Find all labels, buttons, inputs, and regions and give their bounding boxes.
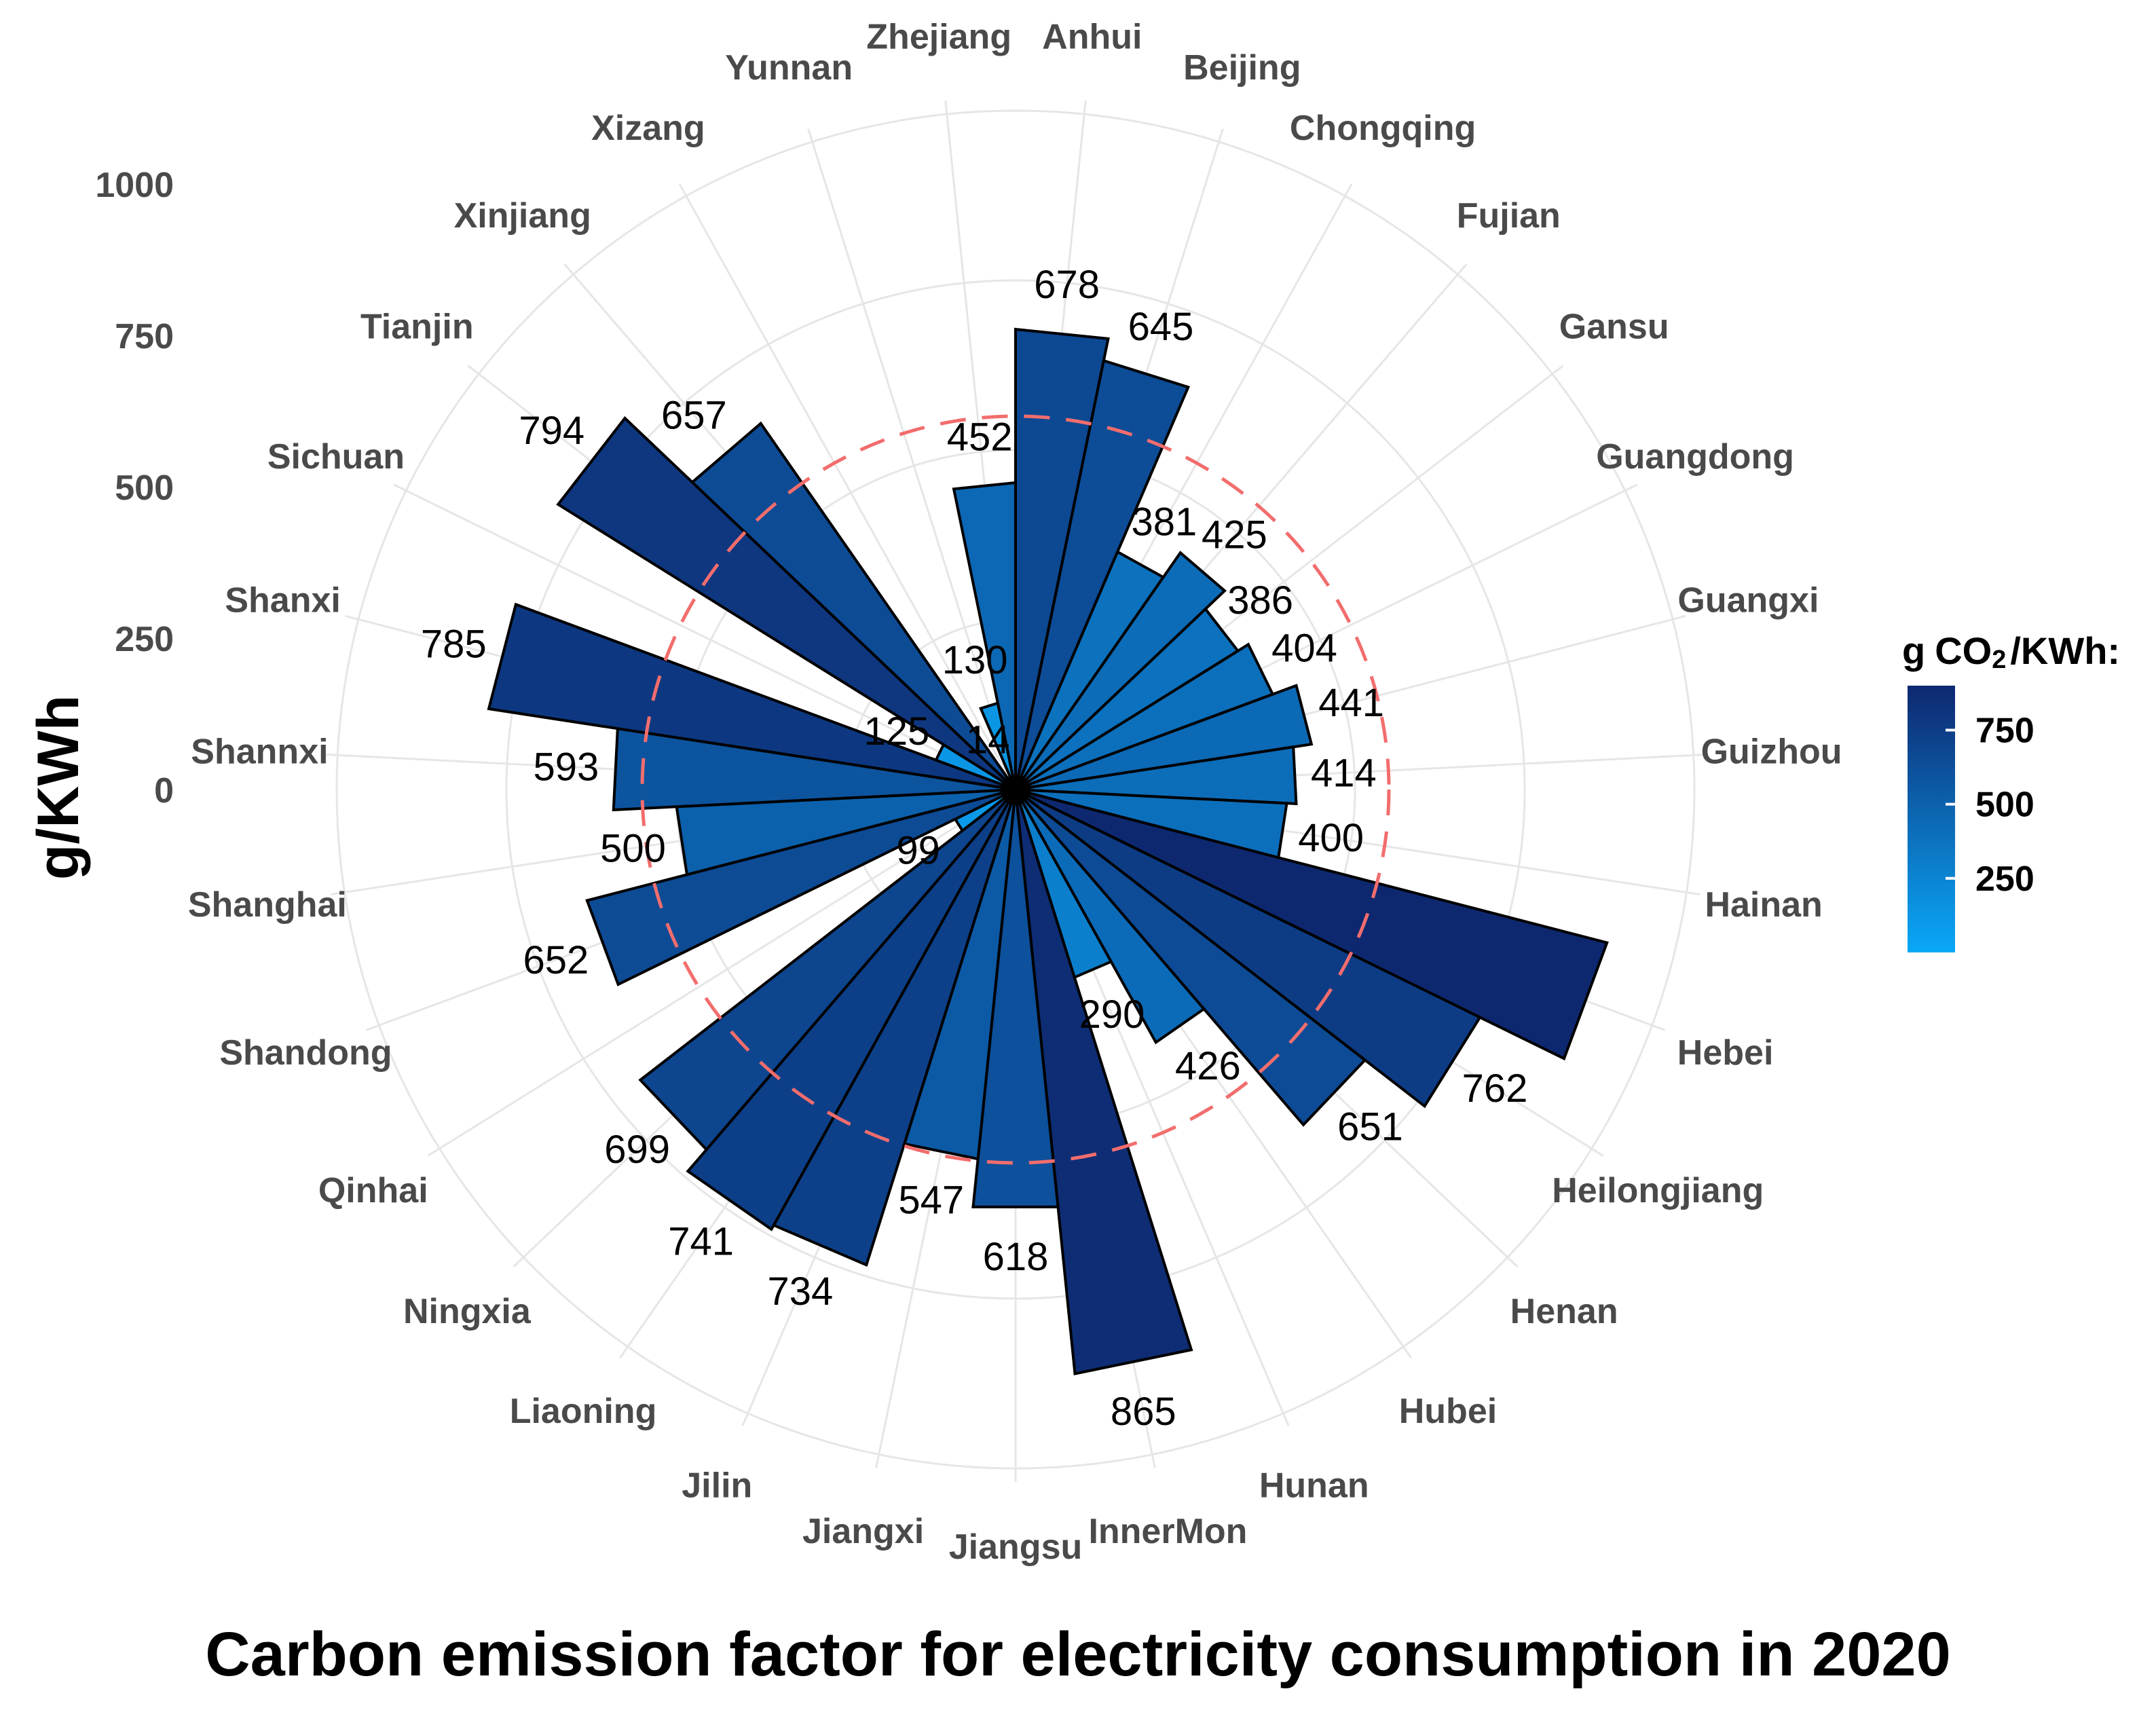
legend-tick-label: 250 — [1975, 859, 2034, 899]
category-label-guizhou: Guizhou — [1701, 732, 1842, 772]
category-label-fujian: Fujian — [1457, 196, 1561, 236]
legend-title-suffix: /KWh: — [2010, 629, 2120, 672]
color-legend: g CO2/KWh: 750 500 250 — [1902, 629, 2120, 952]
y-axis-title: g/KWh — [26, 695, 91, 880]
value-label-guizhou: 414 — [1311, 751, 1377, 795]
category-label-yunnan: Yunnan — [725, 48, 853, 88]
value-label-qinhai: 99 — [896, 828, 940, 872]
value-label-beijing: 645 — [1128, 305, 1194, 349]
category-label-beijing: Beijing — [1183, 48, 1301, 88]
tick-label-500: 500 — [115, 468, 174, 508]
value-label-shannxi: 593 — [533, 745, 599, 789]
legend-ticks: 750 500 250 — [1946, 711, 2034, 899]
category-label-xinjiang: Xinjiang — [454, 196, 591, 236]
category-label-gansu: Gansu — [1559, 308, 1669, 347]
value-label-liaoning: 741 — [668, 1220, 734, 1264]
bar-xinjiang — [690, 421, 1017, 791]
category-label-qinhai: Qinhai — [318, 1171, 428, 1210]
bar-ningxia — [638, 788, 1017, 1152]
value-label-anhui: 678 — [1034, 263, 1100, 307]
category-label-shannxi: Shannxi — [191, 732, 328, 772]
value-label-shanghai: 500 — [600, 826, 666, 870]
tick-label-250: 250 — [115, 620, 174, 659]
legend-colorbar — [1908, 686, 1955, 952]
bars — [487, 327, 1609, 1375]
value-label-hainan: 400 — [1298, 816, 1364, 860]
category-label-henan: Henan — [1510, 1292, 1618, 1331]
value-label-gansu: 386 — [1227, 578, 1293, 623]
value-label-innermon: 865 — [1111, 1390, 1176, 1434]
bar-zhejiang — [952, 481, 1017, 790]
tick-label-0: 0 — [154, 771, 174, 811]
value-label-jiangsu: 618 — [983, 1235, 1049, 1279]
value-label-sichuan: 125 — [864, 709, 930, 754]
value-label-guangxi: 441 — [1318, 681, 1384, 725]
grid-spoke — [807, 128, 1017, 790]
legend-title-mid: CO — [1935, 629, 1992, 672]
legend-title-sub: 2 — [1992, 646, 2006, 674]
bar-shanxi — [487, 602, 1016, 791]
grid-spoke — [393, 483, 1016, 791]
value-label-xinjiang: 657 — [661, 393, 727, 437]
category-label-guangdong: Guangdong — [1596, 437, 1794, 477]
value-label-tianjin: 794 — [519, 409, 584, 453]
chart-title: Carbon emission factor for electricity c… — [205, 1620, 1951, 1689]
value-label-heilongjiang: 762 — [1462, 1066, 1528, 1111]
category-label-shandong: Shandong — [219, 1033, 392, 1073]
category-label-liaoning: Liaoning — [510, 1392, 657, 1431]
tick-label-1000: 1000 — [95, 166, 174, 205]
value-label-guangdong: 404 — [1271, 626, 1337, 670]
category-label-hainan: Hainan — [1705, 885, 1822, 925]
category-labels: Anhui Beijing Chongqing Fujian Gansu Guangdon… — [188, 18, 1842, 1567]
category-label-zhejiang: Zhejiang — [866, 18, 1011, 57]
reference-circle — [640, 414, 1391, 1165]
radial-tick-labels: 1000 750 500 250 0 — [95, 166, 174, 811]
value-label-chongqing: 381 — [1131, 500, 1197, 544]
category-label-innermon: InnerMon — [1088, 1512, 1247, 1551]
value-label-henan: 651 — [1337, 1105, 1403, 1149]
category-label-xizang: Xizang — [591, 109, 705, 148]
category-label-jiangxi: Jiangxi — [802, 1512, 924, 1551]
legend-tick-label: 750 — [1975, 711, 2034, 751]
category-label-jilin: Jilin — [682, 1466, 752, 1506]
category-label-shanghai: Shanghai — [188, 885, 347, 925]
value-label-xizang: 14 — [966, 718, 1010, 762]
category-label-guangxi: Guangxi — [1677, 581, 1819, 620]
value-label-ningxia: 699 — [604, 1128, 670, 1172]
value-label-jiangxi: 547 — [898, 1178, 964, 1222]
category-label-anhui: Anhui — [1042, 18, 1142, 57]
category-label-heilongjiang: Heilongjiang — [1552, 1171, 1764, 1210]
tick-label-750: 750 — [115, 317, 174, 356]
legend-tick-label: 500 — [1975, 785, 2034, 825]
value-label-fujian: 425 — [1202, 513, 1267, 557]
legend-title: g CO2/KWh: — [1902, 629, 2120, 674]
legend-title-prefix: g — [1902, 629, 1925, 672]
value-label-shandong: 652 — [523, 938, 589, 982]
grid-spoke — [678, 183, 1017, 790]
value-label-zhejiang: 452 — [947, 415, 1013, 460]
value-label-hubei: 426 — [1175, 1044, 1241, 1088]
center-hub — [1001, 775, 1030, 804]
category-label-hubei: Hubei — [1399, 1392, 1497, 1431]
category-label-chongqing: Chongqing — [1290, 109, 1476, 148]
category-label-tianjin: Tianjin — [360, 308, 474, 347]
grid-spoke — [427, 788, 1016, 1157]
category-label-jiangsu: Jiangsu — [949, 1527, 1083, 1567]
category-label-shanxi: Shanxi — [225, 581, 341, 620]
value-label-jilin: 734 — [768, 1269, 834, 1314]
category-label-hunan: Hunan — [1259, 1466, 1369, 1506]
value-label-yunnan: 130 — [942, 638, 1008, 682]
category-label-hebei: Hebei — [1677, 1033, 1774, 1073]
value-label-shanxi: 785 — [421, 623, 487, 667]
category-label-sichuan: Sichuan — [267, 437, 405, 477]
category-label-ningxia: Ningxia — [403, 1292, 532, 1331]
value-label-hunan: 290 — [1079, 993, 1145, 1037]
